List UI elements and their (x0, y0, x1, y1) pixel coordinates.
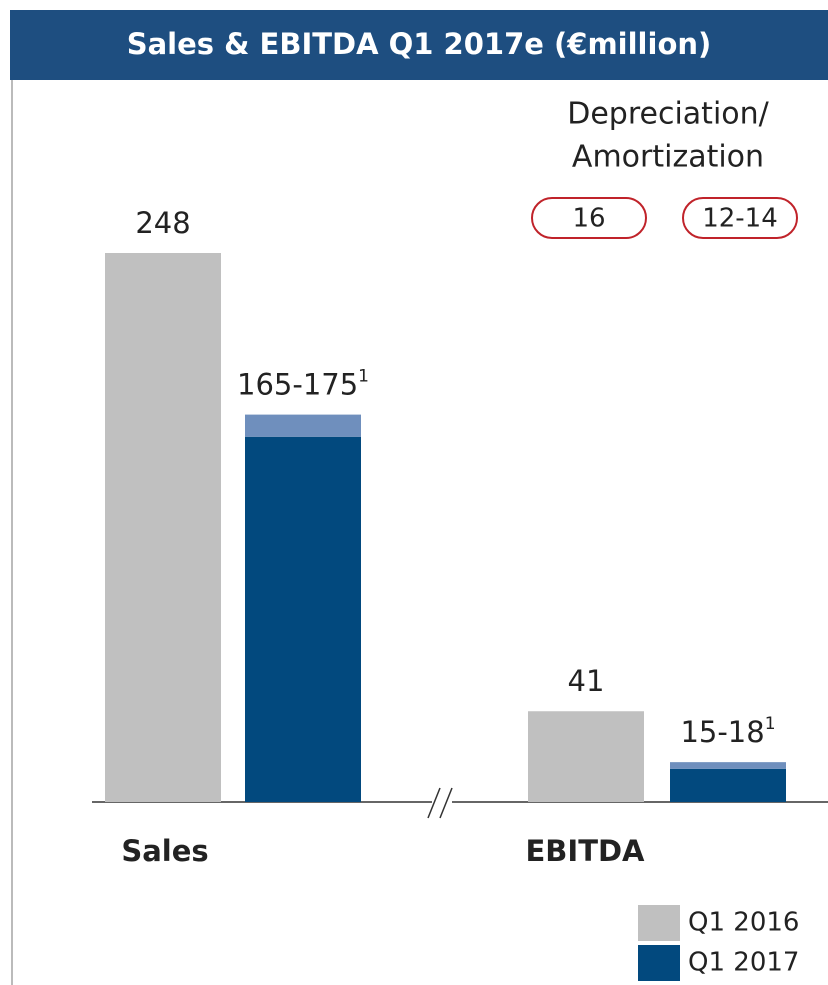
annotation-title: Depreciation/ (567, 97, 769, 132)
legend-swatch (638, 945, 680, 981)
bar-range (670, 762, 786, 769)
legend-label: Q1 2017 (688, 948, 799, 978)
annotation-box (531, 197, 647, 239)
value-label: 15-18 (680, 715, 764, 749)
bar-range (245, 414, 361, 437)
annotation-value: 12-14 (702, 204, 778, 234)
title-bar (10, 10, 828, 80)
value-label-group: 248 (135, 206, 190, 240)
x-tick-label: Sales (121, 834, 208, 868)
chart-title: Sales & EBITDA Q1 2017e (€million) (127, 27, 712, 61)
bar (245, 436, 361, 802)
axis-break (427, 787, 441, 819)
value-label: 165-175 (237, 368, 358, 402)
annotation-box (682, 197, 798, 239)
annotation-title: Amortization (572, 140, 764, 175)
axis-break (439, 787, 453, 819)
bar (528, 711, 644, 802)
value-label-group: 165-1751 (237, 367, 369, 402)
legend-label: Q1 2016 (688, 908, 799, 938)
bar (670, 768, 786, 802)
value-label-group: 41 (568, 664, 605, 698)
value-label: 41 (568, 664, 605, 698)
value-label: 248 (135, 206, 190, 240)
legend-swatch (638, 905, 680, 941)
annotation-value: 16 (572, 204, 605, 234)
footnote-marker: 1 (765, 714, 776, 734)
x-tick-label: EBITDA (525, 834, 645, 868)
footnote-marker: 1 (358, 367, 369, 387)
bar (105, 253, 221, 802)
value-label-group: 15-181 (680, 714, 775, 749)
